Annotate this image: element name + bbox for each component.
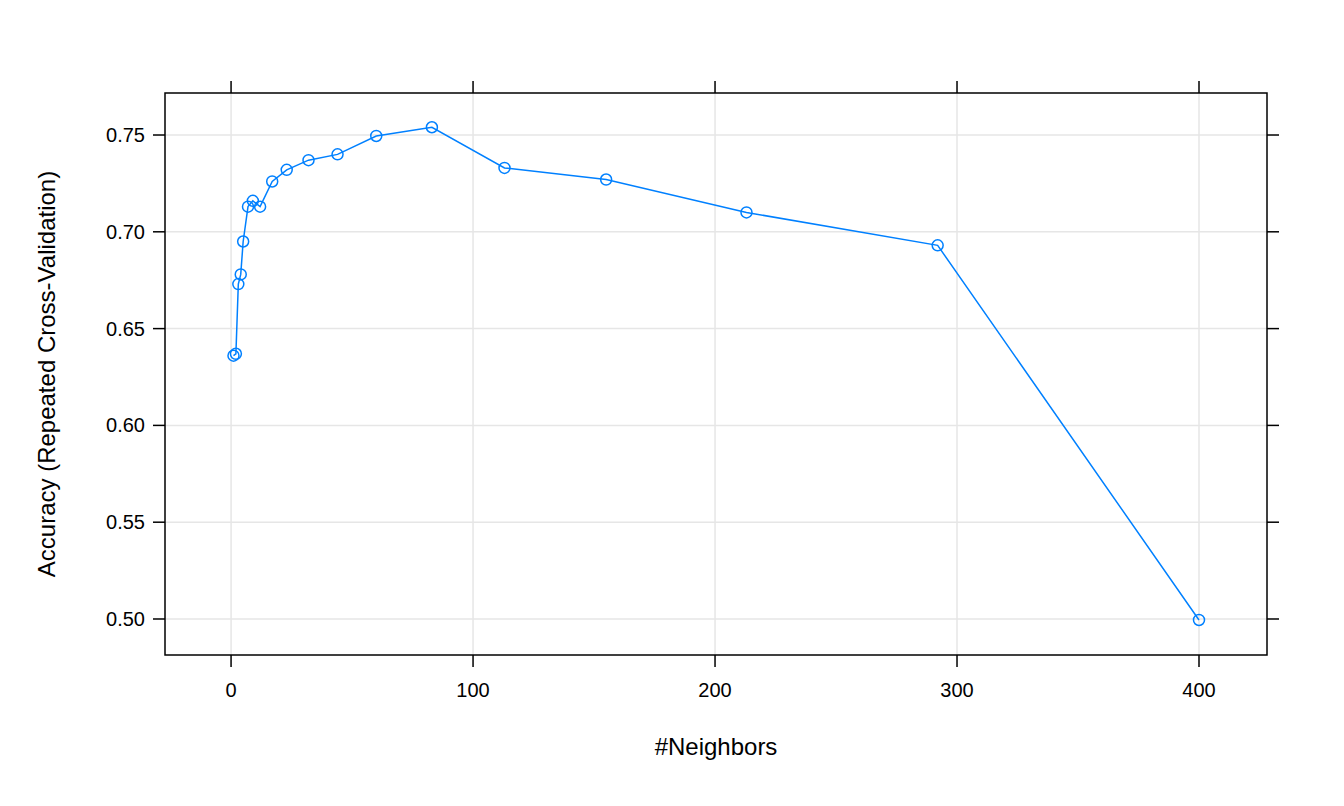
grid-line [714,93,716,655]
grid-line [165,231,1267,233]
tick-label: 0 [225,679,236,701]
point [499,162,510,173]
tick-label: 0.65 [106,318,145,340]
point [238,236,249,247]
tick [714,655,716,667]
tick [153,521,165,523]
tick-label: 0.60 [106,414,145,436]
point [303,155,314,166]
tick [1267,521,1279,523]
tick-label: 200 [698,679,731,701]
tick [230,655,232,667]
tick [956,655,958,667]
point [235,269,246,280]
point [332,149,343,160]
y-axis-label: Accuracy (Repeated Cross-Validation) [33,171,60,577]
tick [1267,134,1279,136]
tick [1198,81,1200,93]
grid-line [165,521,1267,523]
point [281,164,292,175]
tick-label: 0.55 [106,511,145,533]
point [247,195,258,206]
tick [1267,618,1279,620]
tick-label: 0.75 [106,124,145,146]
x-axis-label: #Neighbors [655,733,778,760]
point [371,130,382,141]
tick [472,81,474,93]
tick [1267,231,1279,233]
tick-label: 0.50 [106,608,145,630]
tick-label: 0.70 [106,221,145,243]
line [233,127,1199,620]
tick [1267,328,1279,330]
tick-label: 400 [1182,679,1215,701]
grid-line [1198,93,1200,655]
point [1194,614,1205,625]
grid-line [165,618,1267,620]
tick [153,231,165,233]
point [601,174,612,185]
grid-line [956,93,958,655]
tick [1198,655,1200,667]
chart: 0 100 200 300 400 0.50 0.55 0.60 0.65 0.70 0.75 #Ne… [0,0,1344,806]
tick [956,81,958,93]
point [230,348,241,359]
plot-frame [165,93,1267,655]
grid-line [472,93,474,655]
grid-line [165,425,1267,427]
grid-line [165,134,1267,136]
tick [153,425,165,427]
tick [153,618,165,620]
tick [153,328,165,330]
point [741,207,752,218]
grid-line [230,93,232,655]
grid-line [165,328,1267,330]
tick [1267,425,1279,427]
point [932,240,943,251]
tick [153,134,165,136]
tick-label: 300 [940,679,973,701]
tick [230,81,232,93]
tick [472,655,474,667]
point [426,122,437,133]
point [267,176,278,187]
series [228,122,1205,626]
point [255,201,266,212]
tick [714,81,716,93]
tick-label: 100 [456,679,489,701]
